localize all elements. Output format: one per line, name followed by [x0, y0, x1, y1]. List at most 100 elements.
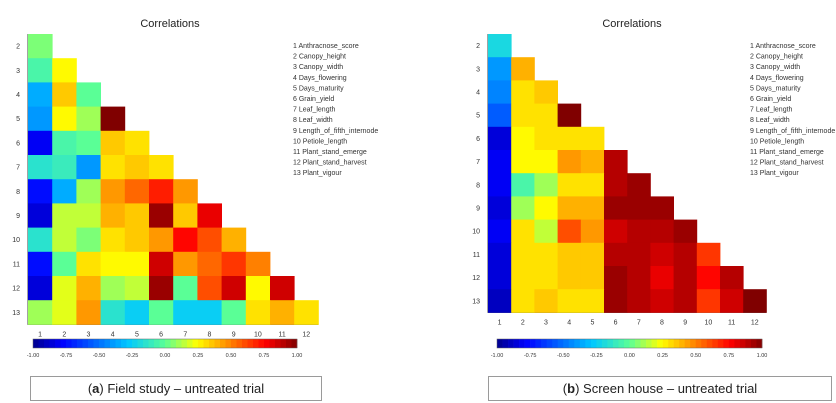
col-tick-label: 2: [521, 319, 525, 326]
colorbar-segment: [187, 339, 193, 348]
row-tick-label: 9: [16, 213, 20, 220]
colorbar-segment: [44, 339, 50, 348]
colorbar-tick-label: -0.50: [93, 353, 106, 359]
heatmap-cell-r11-c2: [511, 242, 535, 267]
colorbar-segment: [286, 339, 292, 348]
heatmap-cell-r9-c2: [511, 196, 535, 220]
legend-entry: 5 Days_maturity: [750, 85, 801, 92]
heatmap-cell-r6-c3: [76, 130, 101, 156]
heatmap-cell-r13-c4: [557, 289, 582, 313]
colorbar-frame: [496, 338, 763, 349]
legend-entry: 1 Anthracnose_score: [750, 43, 816, 50]
heatmap-cell-r8-c4: [557, 173, 582, 197]
legend-entry: 11 Plant_stand_emerge: [750, 149, 824, 156]
heatmap-cell-r9-c4: [100, 203, 126, 228]
heatmap-cell-r5-c1: [488, 103, 512, 128]
colorbar-segment: [264, 339, 270, 348]
row-tick-label: 2: [16, 44, 20, 51]
heatmap-cell-r12-c5: [124, 276, 150, 301]
heatmap-cell-r8-c5: [580, 173, 605, 197]
row-tick-label: 7: [16, 165, 20, 172]
col-tick-label: 10: [705, 319, 713, 326]
colorbar-segment: [596, 339, 603, 348]
heatmap-cell-r9-c3: [76, 203, 101, 228]
colorbar-tick-label: 0.50: [226, 353, 237, 359]
heatmap-cell-r13-c8: [650, 289, 674, 313]
heatmap-cell-r10-c2: [511, 219, 535, 244]
heatmap-cell-r13-c9: [673, 289, 698, 313]
row-tick-label: 6: [476, 136, 480, 143]
legend-entry: 12 Plant_stand_harvest: [293, 160, 367, 167]
heatmap-cell-r12-c11: [720, 266, 744, 290]
heatmap-cell-r4-c3: [534, 80, 558, 104]
col-tick-label: 7: [183, 331, 187, 338]
heatmap-cell-r12-c9: [673, 266, 698, 290]
heatmap-cell-r12-c1: [488, 266, 512, 290]
col-tick-label: 10: [254, 331, 262, 338]
colorbar-tick-label: 0.00: [160, 353, 171, 359]
colorbar-segment: [668, 339, 674, 348]
row-tick-label: 5: [476, 113, 480, 120]
colorbar-segment: [524, 339, 531, 348]
col-tick-label: 9: [683, 319, 687, 326]
colorbar-segment: [557, 339, 564, 348]
colorbar-segment: [497, 339, 503, 348]
row-tick-label: 4: [16, 92, 20, 99]
heatmap-cell-r11-c10: [696, 242, 721, 267]
colorbar-segment: [623, 339, 630, 348]
heatmap-cell-r12-c10: [696, 266, 721, 290]
colorbar-segment: [181, 339, 188, 348]
heatmap-cell-r3-c1: [28, 58, 53, 83]
legend-entry: 4 Days_flowering: [293, 75, 347, 82]
heatmap-cell-r5-c1: [28, 106, 53, 132]
colorbar-segment: [258, 339, 265, 348]
heatmap-cell-r7-c1: [28, 155, 53, 180]
heatmap-cell-r13-c2: [511, 289, 535, 313]
colorbar-tick-label: 0.75: [724, 353, 735, 359]
legend-entry: 9 Length_of_fifth_internode: [750, 128, 835, 135]
heatmap-cell-r12-c7: [173, 276, 198, 301]
colorbar-tick-label: -1.00: [491, 353, 504, 359]
col-tick-label: 6: [614, 319, 618, 326]
colorbar-tick-label: 1.00: [292, 353, 303, 359]
col-tick-label: 5: [590, 319, 594, 326]
heatmap-cell-r5-c4: [100, 106, 126, 132]
heatmap-cell-r13-c10: [696, 289, 721, 313]
colorbar-segment: [104, 339, 111, 348]
colorbar-frame: [32, 338, 298, 349]
row-tick-label: 13: [472, 298, 480, 305]
heatmap-cell-r9-c6: [604, 196, 628, 220]
colorbar-segment: [601, 339, 608, 348]
colorbar-segment: [99, 339, 105, 348]
colorbar-segment: [530, 339, 536, 348]
colorbar-segment: [673, 339, 680, 348]
col-tick-label: 1: [38, 331, 42, 338]
legend-entry: 13 Plant_vigour: [293, 170, 342, 177]
colorbar-tick-label: -0.75: [60, 353, 73, 359]
heatmap-cell-r13-c5: [580, 289, 605, 313]
legend-entry: 6 Grain_yield: [750, 96, 791, 103]
heatmap-cell-r13-c9: [221, 300, 247, 325]
heatmap-cell-r9-c5: [124, 203, 150, 228]
row-tick-label: 10: [12, 237, 20, 244]
colorbar-segment: [291, 339, 298, 348]
heatmap-cell-r13-c7: [627, 289, 651, 313]
colorbar-segment: [170, 339, 177, 348]
heatmap-cell-r9-c7: [627, 196, 651, 220]
legend-entry: 11 Plant_stand_emerge: [293, 149, 367, 156]
heatmap-cell-r12-c10: [245, 276, 271, 301]
colorbar-segment: [49, 339, 56, 348]
col-tick-label: 2: [62, 331, 66, 338]
heatmap-cell-r7-c2: [52, 155, 77, 180]
colorbar-segment: [590, 339, 597, 348]
legend-entry: 6 Grain_yield: [293, 96, 334, 103]
heatmap-cell-r7-c6: [149, 155, 174, 180]
legend-entry: 4 Days_flowering: [750, 75, 804, 82]
row-tick-label: 12: [472, 275, 480, 282]
colorbar-segment: [717, 339, 724, 348]
row-tick-label: 11: [473, 252, 480, 259]
heatmap-cell-r11-c5: [580, 242, 605, 267]
row-tick-label: 12: [12, 286, 20, 293]
col-tick-label: 12: [302, 331, 310, 338]
